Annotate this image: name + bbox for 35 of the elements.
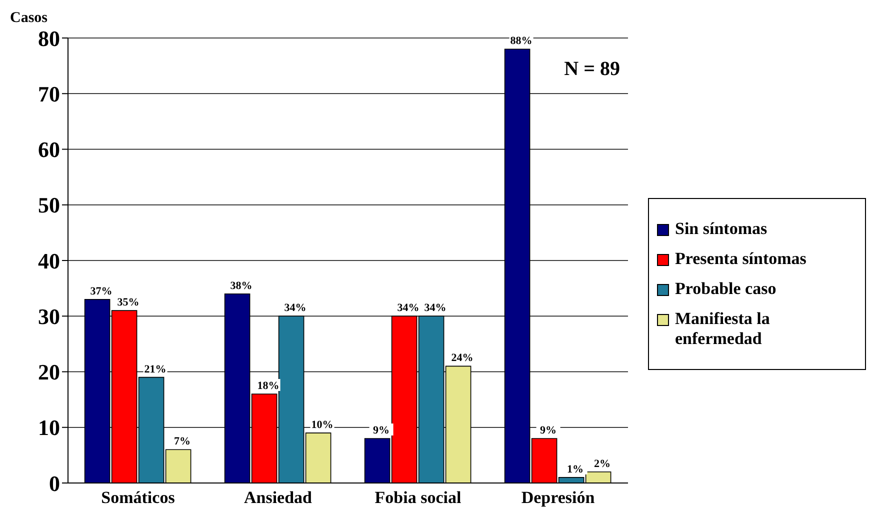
y-axis-title: Casos — [10, 10, 48, 27]
x-tick-label: Depresión — [521, 488, 596, 508]
x-tick-label: Somáticos — [101, 488, 176, 508]
annotation: 21% — [144, 363, 166, 376]
y-tick-label: 80 — [38, 26, 60, 51]
annotation: 9% — [373, 424, 390, 436]
annotation: 38% — [230, 280, 252, 292]
annotation: 34% — [284, 302, 306, 314]
annotation: 2% — [594, 458, 611, 470]
annotation: 35% — [117, 296, 140, 309]
annotation: 37% — [90, 285, 112, 298]
annotation: 18% — [257, 380, 280, 392]
annotation: N = 89 — [564, 58, 620, 81]
legend-label: Probable caso — [675, 278, 776, 298]
y-tick-label: 70 — [38, 81, 60, 106]
annotation: 1% — [567, 463, 584, 476]
legend-label: Presenta síntomas — [675, 248, 806, 268]
annotation: 24% — [451, 352, 474, 364]
y-tick-label: 0 — [49, 470, 60, 496]
y-tick-label: 50 — [38, 192, 60, 218]
y-tick-label: 40 — [38, 248, 60, 274]
annotation: 9% — [540, 424, 557, 436]
annotation: 7% — [174, 436, 191, 448]
legend-label: Manifiesta la enfermedad — [675, 308, 771, 348]
annotation: 10% — [311, 418, 334, 431]
y-tick-label: 20 — [38, 360, 60, 385]
legend-label: Sin síntomas — [675, 218, 768, 238]
annotation: 88% — [510, 35, 532, 48]
y-tick-label: 60 — [38, 137, 60, 162]
annotation: 34% — [397, 302, 420, 314]
y-tick-label: 10 — [38, 415, 60, 440]
x-tick-label: Ansiedad — [244, 488, 313, 508]
x-tick-label: Fobia social — [374, 488, 462, 508]
annotation: 34% — [424, 302, 446, 314]
y-tick-label: 30 — [38, 304, 60, 329]
